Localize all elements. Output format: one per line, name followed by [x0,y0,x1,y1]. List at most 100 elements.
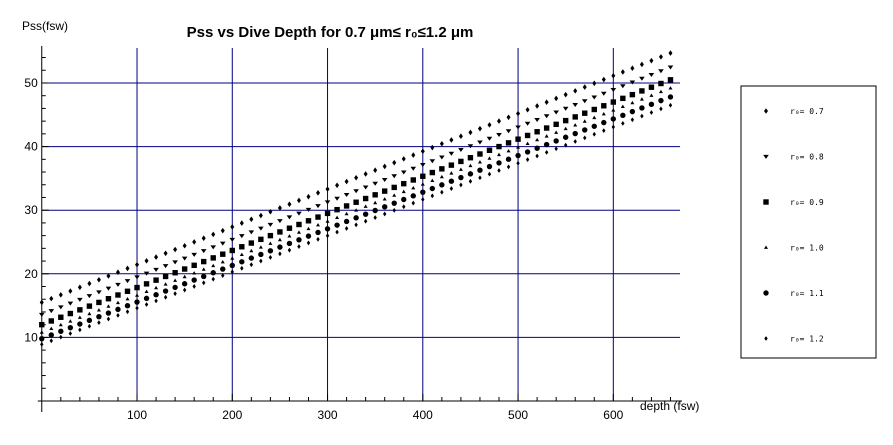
data-point [96,290,102,295]
data-point [258,212,263,219]
legend-box [740,85,877,359]
data-point [553,138,559,144]
data-point [429,169,436,176]
data-point [544,99,549,105]
data-point [96,299,102,306]
data-point [277,244,283,250]
data-point [315,204,321,209]
data-point [658,80,664,87]
data-point [287,234,292,238]
data-point [381,204,388,210]
data-point [211,263,216,268]
data-point [601,119,607,126]
data-point [639,97,644,101]
data-point [77,297,83,302]
data-point [344,226,349,231]
data-point [67,324,74,331]
data-point [582,84,587,90]
data-point [506,114,511,121]
data-point [668,102,673,108]
data-point [630,100,635,105]
data-point [115,282,121,287]
data-point [611,72,616,79]
data-point [48,309,55,314]
data-point [162,288,169,294]
data-point [201,258,207,265]
data-point [648,84,655,90]
data-point [363,218,368,224]
data-point [154,285,159,290]
data-point [305,207,312,212]
data-point [620,95,626,102]
data-point [362,211,369,217]
data-point [505,156,512,162]
data-point [68,331,73,336]
data-point [391,174,398,179]
data-point [305,218,312,224]
data-point [667,65,674,70]
data-point [144,258,149,264]
data-point [543,114,550,119]
data-point [172,260,178,265]
series-4 [39,86,673,334]
data-point [315,229,321,236]
data-point [611,108,616,112]
data-point [354,174,359,181]
data-point [553,110,559,115]
data-point [191,277,197,283]
data-point [335,215,340,219]
data-point [658,89,663,94]
data-point [154,254,159,260]
data-point [124,279,131,284]
data-point [316,222,321,227]
data-point [287,201,292,207]
legend-item: r₀= 1.0 [764,244,824,253]
data-point [116,313,120,318]
data-point [268,255,273,260]
data-point [372,207,378,214]
data-point [667,94,674,100]
data-point [239,234,245,239]
data-point [582,110,588,116]
data-point [248,240,255,246]
data-point [135,293,140,297]
data-point [124,288,131,294]
data-point [143,281,150,287]
data-point [439,182,445,188]
data-point [77,315,82,319]
data-point [143,295,150,302]
data-point [610,87,617,92]
data-point [201,273,207,280]
data-point [610,116,617,122]
data-point [192,239,197,245]
legend-label: r₀= 1.1 [790,289,824,298]
data-point [38,312,45,317]
data-point [258,251,264,258]
data-point [478,175,482,181]
data-point [429,159,436,164]
data-point [115,269,120,275]
data-point [343,203,350,209]
data-point [448,151,455,156]
data-point [401,180,407,187]
data-point [163,250,168,257]
data-point [240,265,244,271]
data-point [639,88,645,94]
axes [37,46,682,412]
data-point [497,168,501,173]
data-point [230,224,235,230]
data-point [306,226,311,231]
x-tick-label: 500 [508,408,528,422]
data-point [219,241,226,246]
data-point [220,259,225,264]
data-point [201,235,206,241]
data-point [630,117,635,123]
data-point [667,77,674,83]
series-6 [40,102,673,347]
data-point [611,124,616,130]
data-point [144,302,149,307]
data-point [515,125,521,130]
data-point [143,271,150,276]
y-tick-label: 10 [24,330,38,344]
data-point [487,171,492,177]
